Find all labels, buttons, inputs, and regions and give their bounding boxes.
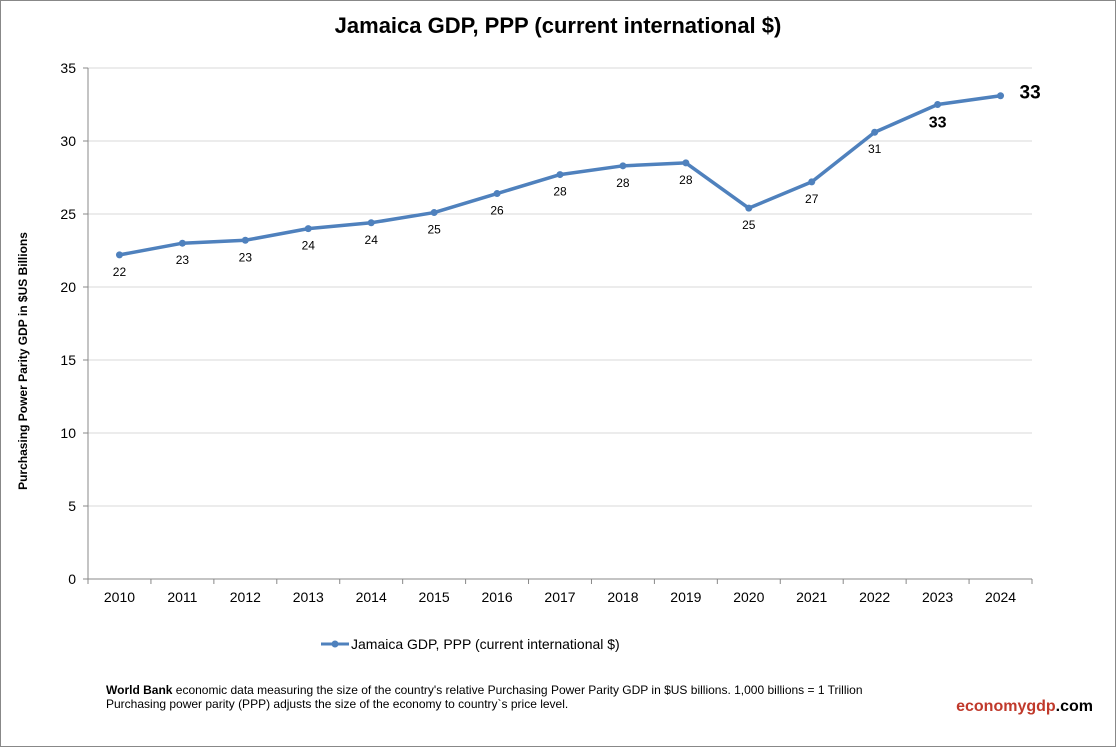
x-tick-label: 2013 [293, 589, 324, 605]
y-tick-label: 20 [60, 279, 76, 295]
x-tick-label: 2015 [419, 589, 450, 605]
data-label: 25 [742, 218, 756, 232]
data-label: 23 [239, 250, 253, 264]
data-label: 23 [176, 253, 190, 267]
x-tick-label: 2023 [922, 589, 953, 605]
data-point [367, 219, 375, 227]
data-point [808, 178, 816, 186]
brand-tld: .com [1055, 698, 1093, 715]
data-point [493, 190, 501, 198]
y-tick-label: 10 [60, 425, 76, 441]
x-tick-label: 2012 [230, 589, 261, 605]
chart-title: Jamaica GDP, PPP (current international … [334, 13, 782, 38]
data-point [745, 204, 753, 212]
data-label: 24 [302, 239, 316, 253]
data-label: 26 [490, 204, 504, 218]
y-tick-label: 25 [60, 206, 76, 222]
data-label: 28 [679, 173, 693, 187]
brand-name: economygdp [956, 698, 1056, 715]
y-tick-label: 0 [68, 571, 76, 587]
data-label: 24 [365, 233, 379, 247]
legend-marker-icon [321, 640, 349, 648]
y-tick-label: 35 [60, 60, 76, 76]
y-tick-label: 15 [60, 352, 76, 368]
data-label: 33 [1020, 83, 1041, 104]
data-point [304, 225, 312, 233]
legend: Jamaica GDP, PPP (current international … [321, 636, 620, 652]
footer-note: World Bank economic data measuring the s… [106, 683, 863, 711]
x-tick-label: 2017 [544, 589, 575, 605]
y-tick-label: 30 [60, 133, 76, 149]
x-tick-label: 2022 [859, 589, 890, 605]
data-point [241, 236, 249, 244]
data-point [682, 159, 690, 167]
data-point [115, 251, 123, 259]
data-point [430, 209, 438, 217]
footer-line1: economic data measuring the size of the … [172, 683, 863, 697]
data-label: 33 [929, 115, 947, 132]
brand-logo: economygdp.com [956, 698, 1093, 716]
x-tick-label: 2021 [796, 589, 827, 605]
x-tick-label: 2019 [670, 589, 701, 605]
data-point [556, 171, 564, 179]
x-tick-label: 2018 [607, 589, 638, 605]
x-tick-label: 2016 [481, 589, 512, 605]
footer-line2: Purchasing power parity (PPP) adjusts th… [106, 697, 569, 711]
data-point [178, 239, 186, 247]
legend-label: Jamaica GDP, PPP (current international … [351, 636, 620, 652]
data-point [871, 128, 879, 136]
x-tick-label: 2014 [356, 589, 387, 605]
data-label: 22 [113, 265, 127, 279]
x-tick-label: 2020 [733, 589, 764, 605]
data-label: 25 [427, 223, 441, 237]
x-tick-label: 2011 [167, 589, 197, 605]
data-label: 28 [553, 185, 567, 199]
x-tick-label: 2010 [104, 589, 135, 605]
data-point [619, 162, 627, 170]
data-point [997, 92, 1005, 100]
data-label: 27 [805, 192, 819, 206]
data-label: 28 [616, 176, 630, 190]
y-tick-label: 5 [68, 498, 76, 514]
footer-source: World Bank [106, 683, 173, 697]
data-label: 31 [868, 142, 882, 156]
x-tick-label: 2024 [985, 589, 1016, 605]
data-point [934, 101, 942, 108]
